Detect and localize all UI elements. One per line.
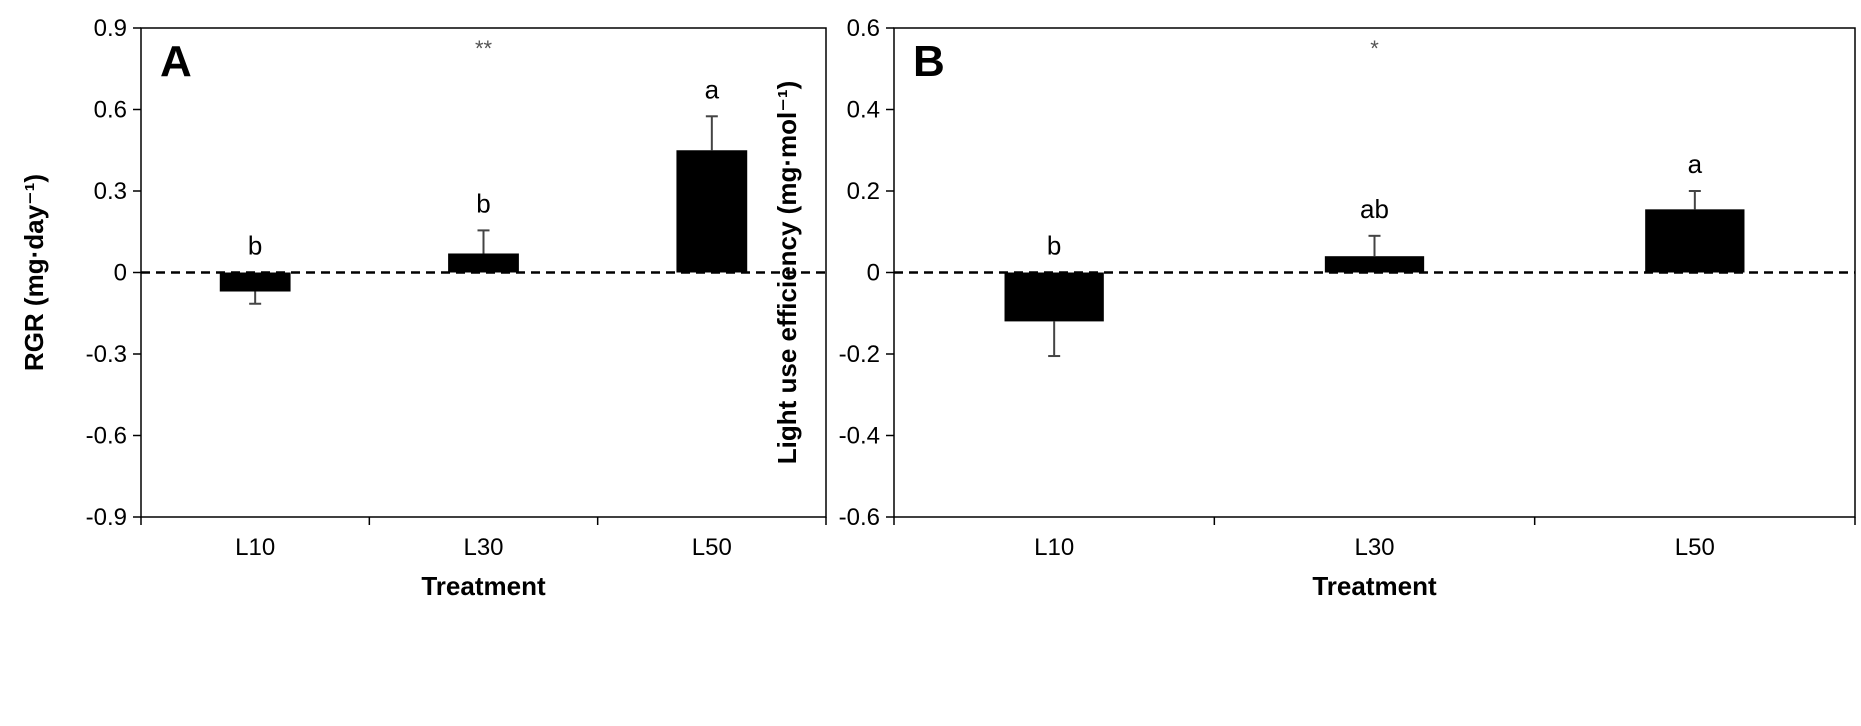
bar-l10 <box>219 272 291 292</box>
y-tick-label: -0.6 <box>839 504 880 531</box>
x-axis-title: Treatment <box>421 571 546 601</box>
bar-l10 <box>1004 272 1104 322</box>
significance-letter: b <box>1047 231 1061 261</box>
x-tick-label: L50 <box>692 534 732 561</box>
y-tick-label: 0.9 <box>94 15 127 42</box>
y-tick-label: 0 <box>867 260 880 287</box>
significance-letter: b <box>476 188 490 218</box>
y-tick-label: 0.3 <box>94 178 127 205</box>
chart-panel-a: -0.9 -0.6 -0.3 0 0.3 0.6 0.9 b L10 b L30 a L50 A ** Tre… <box>19 15 827 601</box>
panel-label: A <box>160 37 192 86</box>
y-axis-title: Light use efficiency (mg·mol⁻¹) <box>772 81 802 465</box>
panel-label: B <box>913 37 945 86</box>
x-tick-label: L10 <box>1034 534 1074 561</box>
significance-letter: b <box>248 231 262 261</box>
significance-marker: * <box>1370 36 1379 61</box>
x-tick-label: L10 <box>235 534 275 561</box>
significance-letter: a <box>705 74 720 104</box>
y-tick-label: 0.6 <box>94 97 127 124</box>
x-tick-label: L30 <box>463 534 503 561</box>
bar-l50 <box>676 150 748 273</box>
x-tick-label: L50 <box>1675 534 1715 561</box>
y-tick-label: 0 <box>114 260 127 287</box>
y-tick-label: -0.2 <box>839 341 880 368</box>
y-tick-label: 0.4 <box>847 97 880 124</box>
y-tick-label: 0.2 <box>847 178 880 205</box>
significance-letter: ab <box>1360 194 1389 224</box>
significance-letter: a <box>1688 149 1703 179</box>
y-tick-label: -0.9 <box>86 504 127 531</box>
x-axis-title: Treatment <box>1312 571 1437 601</box>
y-tick-label: -0.3 <box>86 341 127 368</box>
bar-l50 <box>1645 209 1745 273</box>
y-tick-label: -0.6 <box>86 423 127 450</box>
y-tick-label: 0.6 <box>847 15 880 42</box>
y-axis-title: RGR (mg·day⁻¹) <box>19 174 49 371</box>
bar-l30 <box>1324 256 1425 273</box>
y-tick-label: -0.4 <box>839 423 880 450</box>
chart-panel-b: -0.6 -0.4 -0.2 0 0.2 0.4 0.6 b L10 ab L30 a L50 B * Tre… <box>772 15 1856 601</box>
significance-marker: ** <box>475 36 493 61</box>
bar-l30 <box>448 253 519 273</box>
x-tick-label: L30 <box>1354 534 1394 561</box>
